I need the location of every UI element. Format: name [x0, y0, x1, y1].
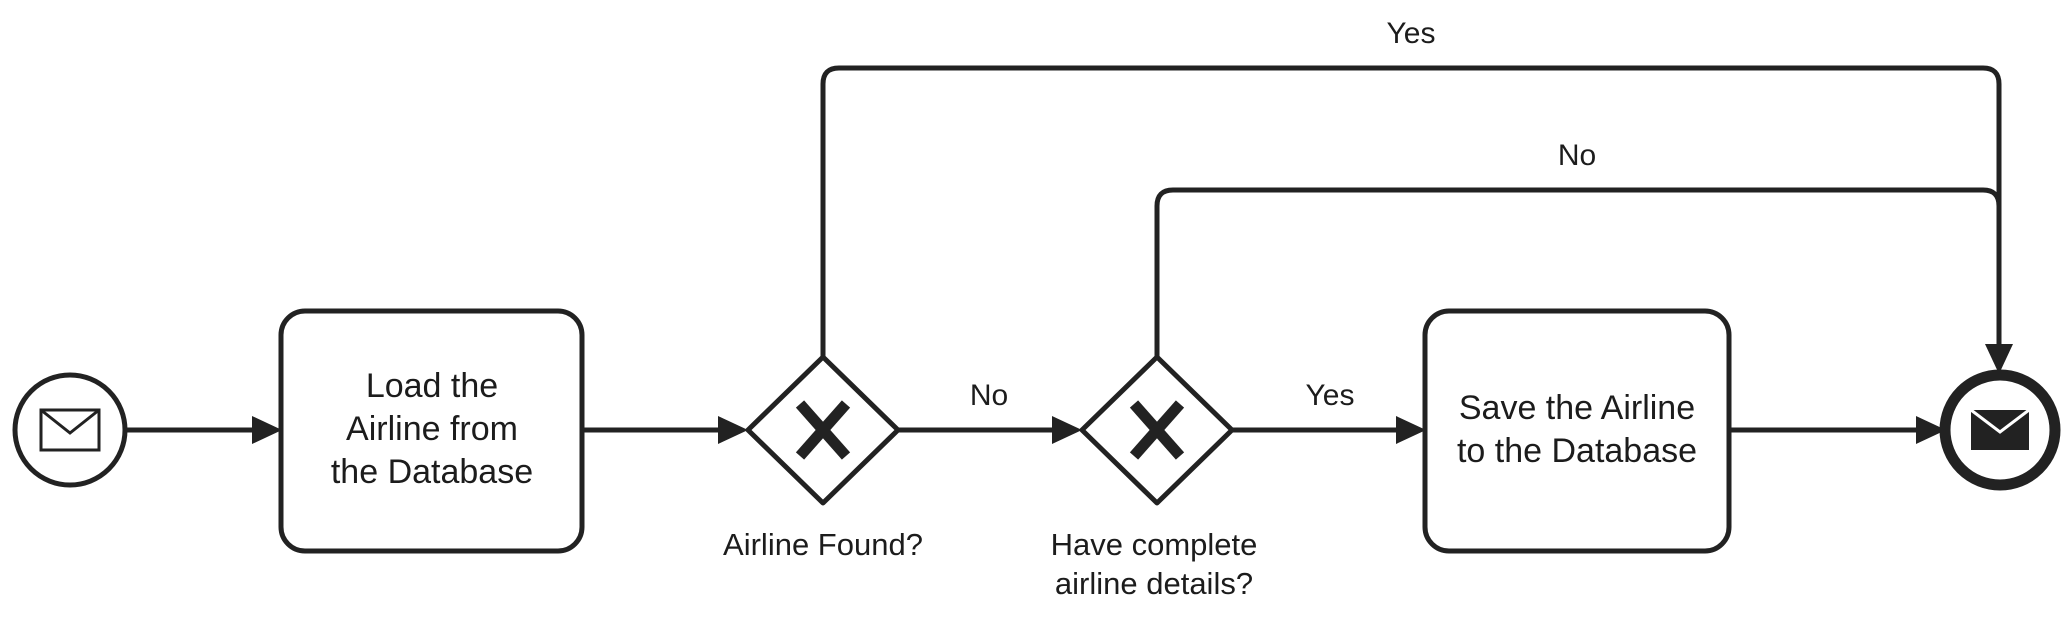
exclusive-x-icon: [1129, 400, 1185, 460]
flow-details-no-to-end: [1154, 187, 2002, 357]
flow-found-no-to-details: [898, 416, 1082, 444]
flow-start-to-load: [127, 416, 282, 444]
start-event: [12, 372, 128, 488]
flow-save-to-end: [1730, 416, 1946, 444]
gateway-found-label: Airline Found?: [723, 527, 923, 562]
task-load-line-2: Airline from: [346, 410, 518, 448]
gateway-complete-details: [1079, 354, 1235, 506]
flow-load-to-gateway-found: [583, 416, 748, 444]
task-save-line-2: to the Database: [1457, 432, 1697, 470]
edge-label-found-no: No: [970, 379, 1008, 412]
flow-details-yes-to-save: [1232, 416, 1426, 444]
envelope-filled-icon: [1970, 408, 2030, 450]
gateway-details-label-line-2: airline details?: [1055, 566, 1253, 601]
flow-found-yes-to-end: [820, 65, 2013, 374]
edge-label-details-yes: Yes: [1306, 379, 1355, 412]
task-load-line-1: Load the: [366, 367, 498, 405]
task-load-airline: Load the Airline from the Database: [278, 308, 585, 554]
gateway-details-label-line-1: Have complete: [1051, 527, 1258, 562]
envelope-outline-icon: [39, 408, 101, 452]
edge-label-found-yes: Yes: [1387, 17, 1436, 50]
end-event: [1939, 369, 2061, 491]
edge-label-details-no: No: [1558, 139, 1596, 172]
task-save-airline: Save the Airline to the Database: [1422, 308, 1732, 554]
gateway-airline-found: [745, 354, 901, 506]
task-load-line-3: the Database: [331, 453, 533, 491]
task-save-line-1: Save the Airline: [1459, 389, 1695, 427]
exclusive-x-icon: [795, 400, 851, 460]
